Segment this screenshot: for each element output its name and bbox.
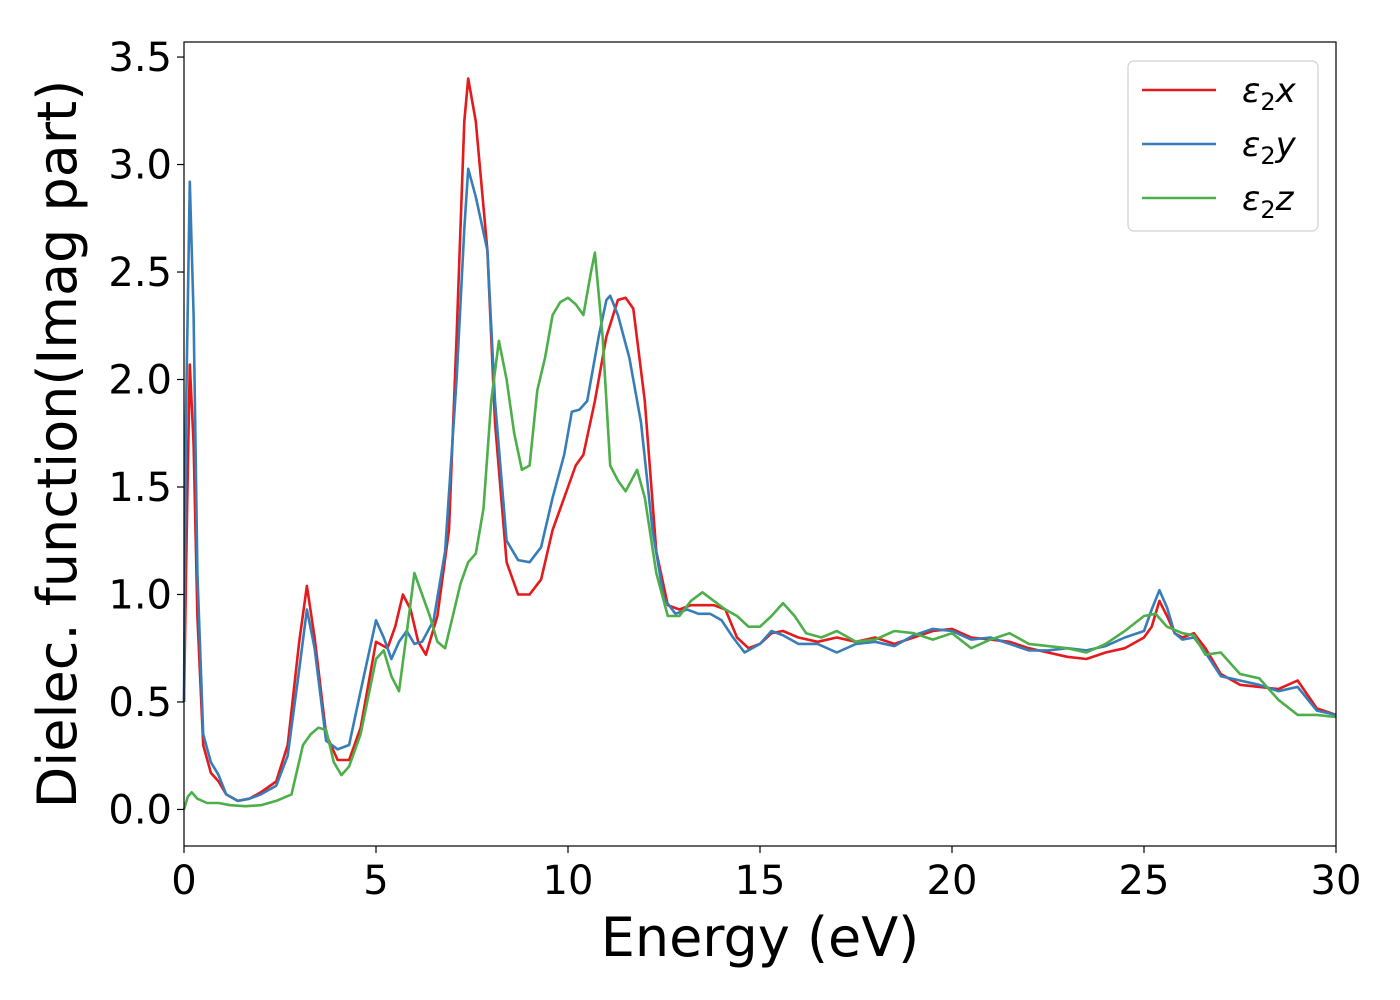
series-line-y	[182, 167, 1337, 803]
x-tick-label: 0	[171, 858, 196, 904]
y-tick-label: 0.5	[108, 680, 172, 726]
y-axis-title: Dielec. function(Imag part)	[26, 80, 89, 809]
y-axis: 0.0 0.5 1.0 1.5 2.0 2.5 3.0 3.5	[108, 35, 184, 833]
legend-label-z: ε2z	[1242, 179, 1295, 224]
x-tick-label: 25	[1119, 858, 1170, 904]
legend-symbol: ε	[1242, 71, 1260, 111]
series-line-z	[182, 251, 1337, 810]
legend-variable: x	[1275, 71, 1297, 111]
legend-symbol: ε	[1242, 125, 1260, 165]
legend-subscript: 2	[1260, 196, 1275, 224]
x-axis: 0 5 10 15 20 25 30	[171, 846, 1361, 904]
legend-label-y: ε2y	[1242, 125, 1297, 170]
legend-subscript: 2	[1260, 142, 1275, 170]
legend-variable: z	[1275, 179, 1295, 219]
x-tick-label: 20	[927, 858, 978, 904]
y-tick-label: 3.5	[108, 35, 172, 81]
legend-subscript: 2	[1260, 88, 1275, 116]
y-tick-label: 0.0	[108, 787, 172, 833]
x-tick-label: 15	[735, 858, 786, 904]
series-layer	[182, 77, 1337, 810]
y-tick-label: 1.5	[108, 465, 172, 511]
x-axis-title: Energy (eV)	[601, 906, 920, 969]
series-line-x	[182, 77, 1337, 803]
legend-symbol: ε	[1242, 179, 1260, 219]
x-tick-label: 5	[363, 858, 388, 904]
y-tick-label: 2.0	[108, 358, 172, 404]
x-tick-label: 30	[1311, 858, 1362, 904]
legend-variable: y	[1275, 125, 1297, 165]
y-tick-label: 3.0	[108, 143, 172, 189]
y-tick-label: 1.0	[108, 572, 172, 618]
legend-box	[1127, 60, 1319, 232]
legend-label-x: ε2x	[1242, 71, 1297, 116]
x-tick-label: 10	[543, 858, 594, 904]
y-tick-label: 2.5	[108, 250, 172, 296]
